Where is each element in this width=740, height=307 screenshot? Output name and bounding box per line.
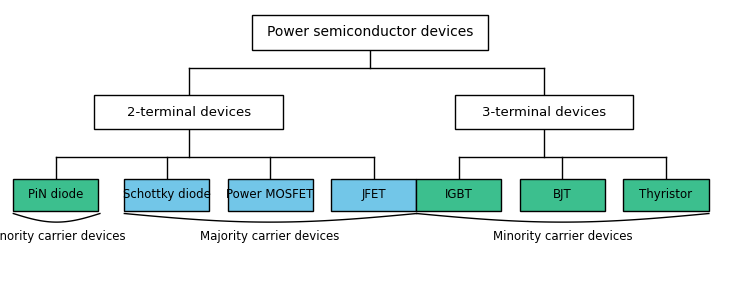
- Text: Majority carrier devices: Majority carrier devices: [201, 230, 340, 243]
- Text: Power semiconductor devices: Power semiconductor devices: [267, 25, 473, 39]
- Text: Schottky diode: Schottky diode: [123, 188, 210, 201]
- FancyBboxPatch shape: [455, 95, 633, 129]
- Text: Thyristor: Thyristor: [639, 188, 693, 201]
- Text: Minority carrier devices: Minority carrier devices: [0, 230, 125, 243]
- FancyBboxPatch shape: [228, 179, 312, 211]
- Text: 3-terminal devices: 3-terminal devices: [482, 106, 606, 119]
- FancyBboxPatch shape: [95, 95, 283, 129]
- Text: PiN diode: PiN diode: [28, 188, 83, 201]
- FancyBboxPatch shape: [416, 179, 502, 211]
- FancyBboxPatch shape: [124, 179, 209, 211]
- Text: BJT: BJT: [553, 188, 572, 201]
- FancyBboxPatch shape: [252, 14, 488, 50]
- Text: Power MOSFET: Power MOSFET: [226, 188, 314, 201]
- Text: IGBT: IGBT: [445, 188, 473, 201]
- Text: Minority carrier devices: Minority carrier devices: [493, 230, 632, 243]
- Text: 2-terminal devices: 2-terminal devices: [127, 106, 251, 119]
- Text: JFET: JFET: [361, 188, 386, 201]
- FancyBboxPatch shape: [520, 179, 605, 211]
- FancyBboxPatch shape: [13, 179, 98, 211]
- FancyBboxPatch shape: [624, 179, 709, 211]
- FancyBboxPatch shape: [332, 179, 416, 211]
